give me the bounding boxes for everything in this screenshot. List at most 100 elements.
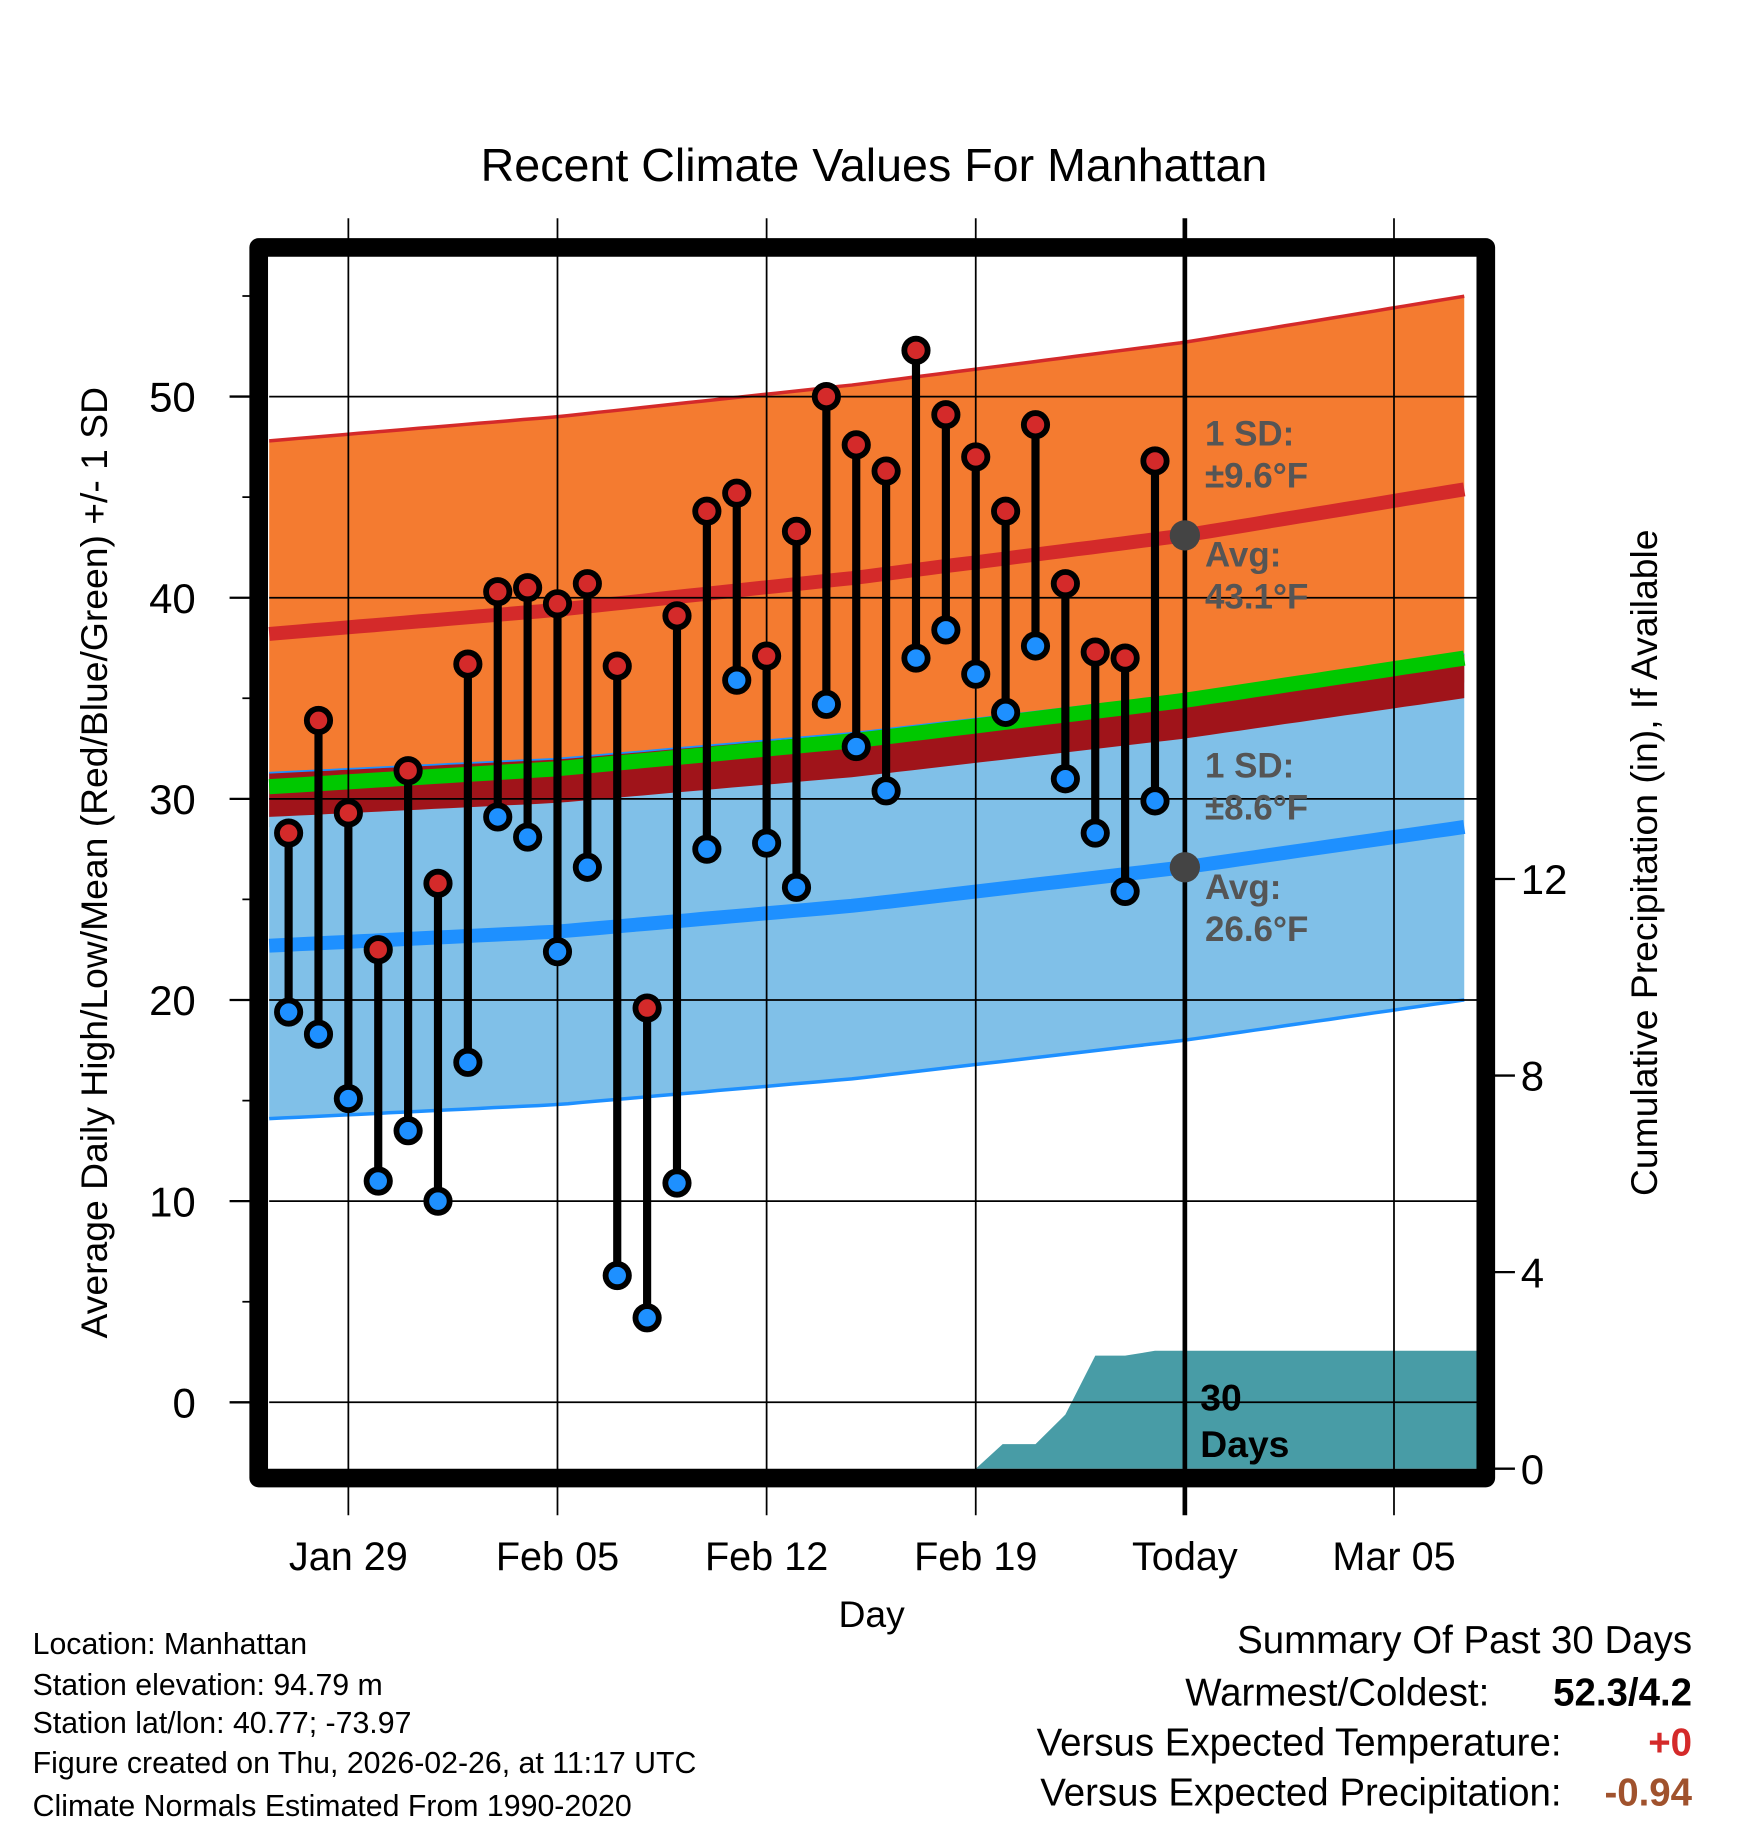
y-tick-label: 50 <box>149 374 196 421</box>
daily-low-point <box>542 937 573 967</box>
daily-low-point <box>274 997 304 1027</box>
daily-low-point <box>1020 631 1051 661</box>
footer-normals: Climate Normals Estimated From 1990-2020 <box>33 1790 632 1823</box>
x-tick-label: Feb 05 <box>496 1535 619 1579</box>
y-tick-label: 40 <box>149 575 196 622</box>
daily-high-point <box>393 756 423 786</box>
x-tick-label: Feb 12 <box>705 1535 828 1579</box>
daily-high-point <box>1020 410 1051 440</box>
daily-low-point <box>752 828 782 858</box>
daily-low-point <box>1080 818 1110 848</box>
high-avg-label: Avg: <box>1205 536 1281 575</box>
precip-label-30: 30 <box>1200 1376 1241 1418</box>
temp-label: Versus Expected Temperature: <box>1037 1721 1562 1764</box>
y2-tick-label: 4 <box>1521 1249 1544 1296</box>
daily-high-point <box>1110 643 1140 673</box>
x-tick-label: Jan 29 <box>289 1535 408 1579</box>
daily-low-point <box>692 834 722 864</box>
summary-title: Summary Of Past 30 Days <box>1237 1619 1692 1662</box>
daily-low-point <box>453 1047 483 1077</box>
y-axis-label: Average Daily High/Low/Mean (Red/Blue/Gr… <box>73 387 115 1338</box>
daily-high-point <box>841 430 871 460</box>
y2-tick-label: 8 <box>1521 1053 1544 1100</box>
daily-low-point <box>901 643 931 673</box>
low-sd-lower-line <box>269 998 1465 1121</box>
daily-high-point <box>483 577 513 607</box>
daily-high-point <box>632 993 662 1023</box>
daily-high-point <box>1080 637 1110 667</box>
daily-low-point <box>572 852 602 882</box>
daily-high-point <box>931 400 961 430</box>
daily-low-point <box>722 665 752 695</box>
daily-low-point <box>1110 876 1140 906</box>
daily-low-point <box>871 776 901 806</box>
daily-low-point <box>931 615 961 645</box>
daily-high-point <box>602 651 632 681</box>
daily-high-point <box>333 798 363 828</box>
precip-value: -0.94 <box>1604 1771 1692 1814</box>
daily-low-point <box>483 802 513 832</box>
daily-high-point <box>752 641 782 671</box>
daily-high-point <box>542 589 573 619</box>
daily-low-point <box>363 1166 393 1196</box>
daily-low-point <box>393 1116 423 1146</box>
daily-low-point <box>423 1186 453 1216</box>
precip-label: Versus Expected Precipitation: <box>1040 1771 1561 1814</box>
footer-elevation: Station elevation: 94.79 m <box>33 1669 383 1702</box>
x-tick-label: Today <box>1132 1535 1238 1579</box>
daily-low-point <box>811 689 841 719</box>
footer-location: Location: Manhattan <box>33 1628 307 1661</box>
today-high-avg-marker <box>1169 520 1201 551</box>
y-tick-label: 20 <box>149 977 196 1024</box>
daily-low-point <box>632 1303 662 1333</box>
daily-high-point <box>1050 569 1080 599</box>
daily-high-point <box>991 496 1021 526</box>
low-sd-value: ±8.6°F <box>1205 789 1308 828</box>
daily-high-point <box>811 382 841 412</box>
high-sd-value: ±9.6°F <box>1205 456 1308 495</box>
y-tick-label: 10 <box>149 1178 196 1225</box>
high-sd-band <box>269 296 1465 828</box>
warmest-label: Warmest/Coldest: <box>1185 1671 1489 1714</box>
daily-high-point <box>572 569 602 599</box>
daily-low-point <box>991 697 1021 727</box>
y-tick-label: 30 <box>149 776 196 823</box>
footer-info: Location: Manhattan Station elevation: 9… <box>33 1628 697 1823</box>
low-avg-value: 26.6°F <box>1205 910 1308 949</box>
daily-low-point <box>961 659 991 689</box>
y2-tick-label: 0 <box>1521 1446 1544 1493</box>
precip-area <box>975 1350 1478 1469</box>
footer-latlon: Station lat/lon: 40.77; -73.97 <box>33 1707 412 1740</box>
y2-axis-label: Cumulative Precipitation (in), If Availa… <box>1623 529 1665 1196</box>
chart-title: Recent Climate Values For Manhattan <box>481 139 1268 191</box>
high-sd-upper-line <box>269 294 1465 443</box>
low-avg-label: Avg: <box>1205 868 1281 907</box>
daily-low-point <box>1140 786 1170 816</box>
high-avg-value: 43.1°F <box>1205 578 1308 617</box>
x-tick-label: Feb 19 <box>914 1535 1037 1579</box>
precip-label-days: Days <box>1200 1423 1289 1465</box>
high-sd-label: 1 SD: <box>1205 415 1294 454</box>
daily-high-point <box>1140 446 1170 476</box>
daily-high-point <box>423 868 453 898</box>
daily-low-point <box>513 822 543 852</box>
daily-high-point <box>303 705 334 735</box>
summary: Summary Of Past 30 Days Warmest/Coldest:… <box>1037 1619 1693 1815</box>
low-sd-label: 1 SD: <box>1205 747 1294 786</box>
y2-tick-label: 12 <box>1521 856 1568 903</box>
daily-high-point <box>453 649 483 679</box>
daily-low-point <box>781 872 812 902</box>
daily-high-point <box>961 442 991 472</box>
daily-low-point <box>662 1168 692 1198</box>
daily-low-point <box>333 1083 363 1114</box>
daily-high-point <box>722 478 752 508</box>
daily-high-point <box>901 335 931 365</box>
x-tick-label: Mar 05 <box>1332 1535 1455 1579</box>
daily-low-point <box>602 1260 632 1291</box>
daily-high-point <box>363 935 393 965</box>
ann-high: 1 SD: ±9.6°F Avg: 43.1°F 1 SD: ±8.6°F Av… <box>1200 415 1308 1466</box>
x-axis-label: Day <box>839 1593 906 1635</box>
daily-high-point <box>513 573 543 603</box>
warmest-value: 52.3/4.2 <box>1553 1671 1692 1714</box>
